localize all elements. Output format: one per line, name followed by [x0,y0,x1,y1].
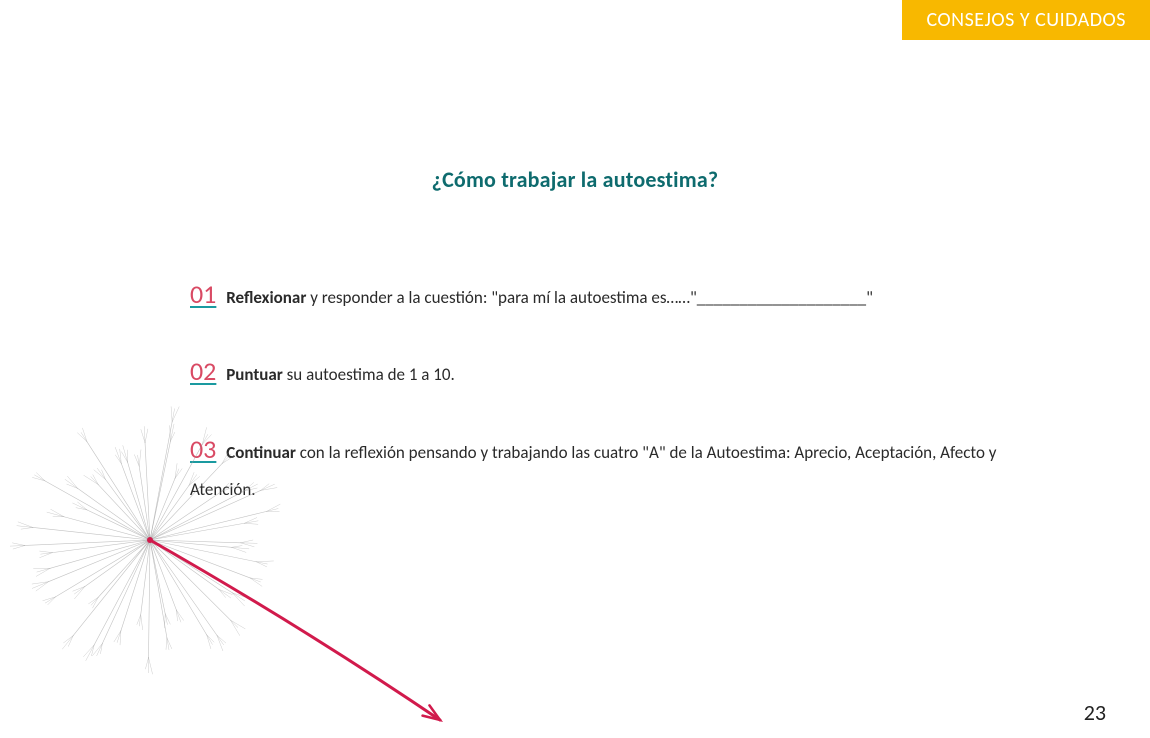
page-title: ¿Cómo trabajar la autoestima? [0,166,1150,193]
step-number: 03 [190,433,216,465]
step-item: 03 Continuar con la reflexión pensando y… [190,425,1050,507]
step-item: 02 Puntuar su autoestima de 1 a 10. [190,347,1050,396]
step-number: 01 [190,278,216,310]
header-category-tab: CONSEJOS Y CUIDADOS [902,0,1150,40]
page-number: 23 [1084,699,1106,726]
step-item: 01 Reflexionar y responder a la cuestión… [190,270,1050,319]
step-text: y responder a la cuestión: "para mí la a… [306,287,873,308]
step-text: su autoestima de 1 a 10. [283,364,455,385]
steps-list: 01 Reflexionar y responder a la cuestión… [190,270,1050,534]
step-number: 02 [190,355,216,387]
step-text: con la reflexión pensando y trabajando l… [190,442,996,500]
step-lead: Continuar [226,442,296,463]
step-lead: Reflexionar [226,287,306,308]
step-lead: Puntuar [226,364,283,385]
